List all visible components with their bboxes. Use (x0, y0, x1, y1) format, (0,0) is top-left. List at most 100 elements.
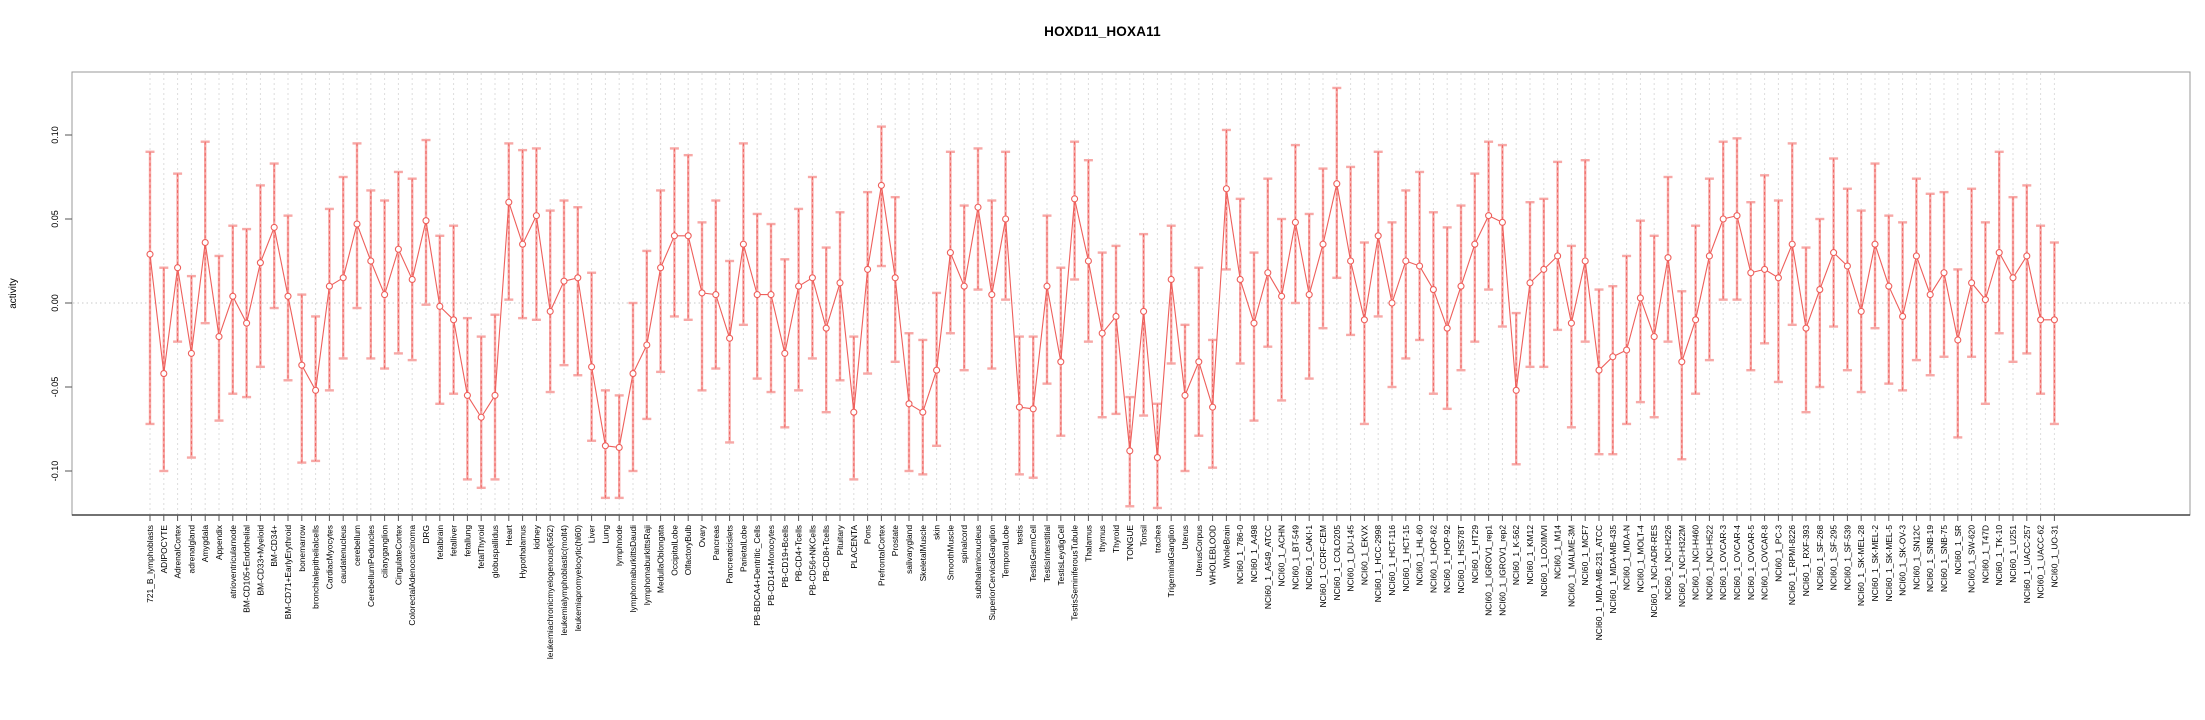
data-point-marker (2050, 316, 2058, 324)
data-point-marker (1333, 180, 1341, 188)
data-point-marker (1443, 324, 1451, 332)
data-point-marker (1705, 252, 1713, 260)
data-point-marker (712, 291, 720, 299)
x-tick-label: NCI60_1_SK-MEL-5 (1884, 525, 1894, 602)
x-tick-label: Hypothalamus (518, 525, 528, 579)
x-tick-label: NCI60_1_SR (1953, 525, 1963, 574)
data-point-marker (739, 240, 747, 248)
x-tick-label: NCI60_1_K-562 (1511, 525, 1521, 585)
data-point-marker (381, 291, 389, 299)
data-point-marker (1388, 299, 1396, 307)
x-tick-label: NCI60_1_SN12C (1911, 525, 1921, 590)
data-point-marker (974, 203, 982, 211)
x-tick-label: Appendix (214, 524, 224, 560)
x-tick-label: cerebellum (352, 525, 362, 566)
data-point-marker (174, 264, 182, 272)
data-point-marker (753, 291, 761, 299)
data-point-marker (160, 370, 168, 378)
x-tick-label: TrigeminalGanglion (1166, 525, 1176, 598)
x-tick-label: leukemialymphoblastic(molt4) (559, 525, 569, 636)
x-tick-label: NCI60_1_NCI-H522 (1704, 525, 1714, 600)
data-point-marker (877, 181, 885, 189)
x-tick-label: BM-CD71+EarlyErythroid (283, 525, 293, 620)
x-tick-label: Tonsil (1139, 525, 1149, 547)
data-point-marker (1761, 265, 1769, 273)
x-tick-label: NCI60_1_SNB-19 (1925, 525, 1935, 592)
x-tick-label: fetalliver (449, 525, 459, 556)
x-tick-label: PLACENTA (849, 525, 859, 569)
x-tick-label: NCI60_1_HL-60 (1415, 525, 1425, 586)
x-tick-label: MedullaOblongata (656, 525, 666, 593)
x-tick-label: NCI60_1_RXF-393 (1801, 525, 1811, 597)
x-tick-label: NCI60_1_MDA-MB-231_ATCC (1594, 525, 1604, 640)
data-point-marker (1623, 346, 1631, 354)
data-point-marker (1636, 294, 1644, 302)
data-point-marker (1416, 262, 1424, 270)
x-tick-label: Pons (863, 525, 873, 544)
data-point-marker (836, 279, 844, 287)
data-point-marker (394, 245, 402, 253)
data-point-marker (1347, 257, 1355, 265)
x-tick-label: NCI60_1_LOXIMVI (1539, 525, 1549, 597)
data-point-marker (1871, 240, 1879, 248)
x-tick-label: leukemiapromyelocytic(hl60) (573, 525, 583, 631)
data-point-marker (1802, 324, 1810, 332)
x-tick-label: Uterus (1180, 525, 1190, 550)
data-point-marker (933, 366, 941, 374)
x-tick-label: NCI60_1_OVCAR-3 (1718, 525, 1728, 600)
data-point-marker (1843, 262, 1851, 270)
data-point-marker (1126, 447, 1134, 455)
x-tick-label: NCI60_1_RPMI-8226 (1787, 525, 1797, 605)
x-tick-label: NCI60_1_UO-31 (2049, 525, 2059, 588)
x-tick-label: NCI60_1_IGROV1_rep1 (1484, 525, 1494, 616)
data-point-marker (243, 319, 251, 327)
data-point-marker (505, 198, 513, 206)
data-point-marker (367, 257, 375, 265)
x-tick-label: 721_B_lymphoblasts (145, 525, 155, 603)
data-point-marker (891, 274, 899, 282)
x-tick-label: thymus (1097, 525, 1107, 552)
data-point-marker (1816, 286, 1824, 294)
x-tick-label: PB-BDCA4+Dentritic_Cells (752, 525, 762, 626)
x-tick-label: Heart (504, 524, 514, 545)
data-point-marker (1195, 358, 1203, 366)
data-point-marker (919, 408, 927, 416)
x-tick-label: BM-CD33+Myeloid (255, 525, 265, 596)
x-tick-label: NCI60_1_CAKI-1 (1304, 525, 1314, 590)
data-point-marker (422, 217, 430, 225)
x-tick-label: Prostate (890, 525, 900, 557)
x-tick-label: fetalbrain (435, 525, 445, 560)
data-point-marker (546, 307, 554, 315)
x-tick-label: WholeBrain (1221, 525, 1231, 569)
data-point-marker (491, 391, 499, 399)
x-tick-label: SkeletalMuscle (918, 525, 928, 582)
data-point-marker (1319, 240, 1327, 248)
data-point-marker (1554, 252, 1562, 260)
y-axis-title: activity (8, 278, 19, 309)
x-tick-label: ColorectalAdenocarcinoma (407, 525, 417, 626)
x-tick-label: NCI60_1_T47D (1980, 525, 1990, 583)
data-point-marker (1912, 252, 1920, 260)
x-tick-label: TestisGermCell (1028, 525, 1038, 582)
x-tick-label: leukemiachronicmyelogenous(k562) (545, 525, 555, 659)
data-point-marker (1719, 215, 1727, 223)
x-tick-label: skin (932, 525, 942, 540)
x-tick-label: NCI60_1_SNB-75 (1939, 525, 1949, 592)
data-point-marker (560, 277, 568, 285)
data-point-marker (201, 238, 209, 247)
data-point-marker (256, 259, 264, 267)
x-tick-label: NCI60_1_HCT-116 (1387, 525, 1397, 596)
data-point-marker (1222, 185, 1230, 193)
x-tick-label: NCI60_1_MALME-3M (1566, 525, 1576, 607)
y-tick-label: -0.10 (50, 461, 60, 482)
x-tick-label: caudatenucleus (338, 525, 348, 584)
data-point-marker (1981, 296, 1989, 304)
x-tick-label: NCI60_1_HT29 (1470, 525, 1480, 584)
data-point-marker (1857, 307, 1865, 315)
data-point-marker (1830, 249, 1838, 257)
data-point-marker (1733, 212, 1741, 220)
x-tick-label: NCI60_1_HCT-15 (1401, 525, 1411, 592)
data-point-marker (1485, 212, 1493, 220)
data-point-marker (905, 400, 913, 408)
